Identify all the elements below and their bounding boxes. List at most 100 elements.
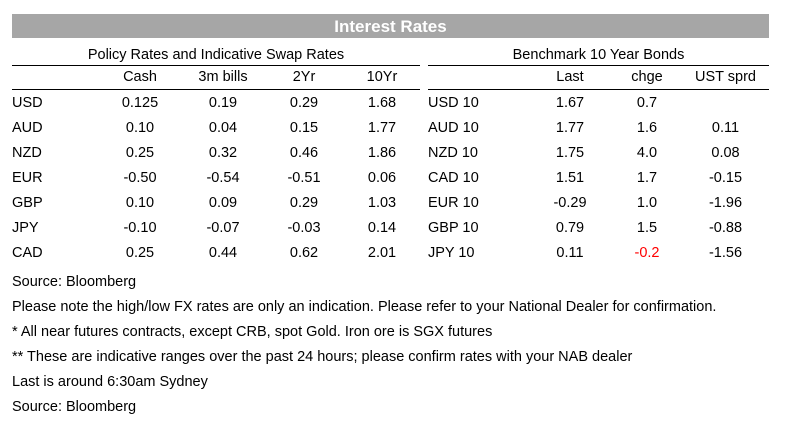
2yr-swap-rate: -0.03 [287,219,321,236]
fx-disclaimer-note: Please note the high/low FX rates are on… [12,299,717,315]
ust-spread: -1.56 [708,244,743,261]
bond-last: -0.29 [553,194,587,211]
futures-note: * All near futures contracts, except CRB… [12,324,493,340]
bond-change: 1.6 [636,119,658,136]
ust-spread: -0.88 [708,219,743,236]
table-row: GBP 10 0.79 1.5 -0.88 [428,215,769,240]
table-row: JPY 10 0.11 -0.2 -1.56 [428,240,769,265]
3m-bills-rate: 0.19 [208,94,238,111]
ranges-note: ** These are indicative ranges over the … [12,349,633,365]
table-row: EUR 10 -0.29 1.0 -1.96 [428,190,769,215]
bond-change: 4.0 [636,144,658,161]
currency-label: JPY [12,219,39,236]
table-row: USD 10 1.67 0.7 [428,90,769,116]
table-row: AUD 10 1.77 1.6 0.11 [428,115,769,140]
bond-label: JPY 10 [428,244,475,261]
bond-label: CAD 10 [428,169,479,186]
2yr-swap-rate: 0.46 [289,144,319,161]
policy-rates-header-row: Cash 3m bills 2Yr 10Yr [12,66,420,90]
column-header-ust-sprd: UST sprd [695,69,756,85]
benchmark-bonds-table: Last chge UST sprd USD 10 1.67 0.7 AUD 10 1… [428,66,769,265]
cash-rate: -0.50 [123,169,157,186]
3m-bills-rate: 0.09 [208,194,238,211]
bond-change: 1.7 [636,169,658,186]
column-header-bond [428,66,528,90]
ust-spread: -0.15 [708,169,743,186]
10yr-swap-rate: 2.01 [367,244,397,261]
bond-last: 0.11 [556,244,584,261]
bond-label: NZD 10 [428,144,478,161]
column-header-chge: chge [631,69,663,85]
table-row: CAD 10 1.51 1.7 -0.15 [428,165,769,190]
page-title: Interest Rates [12,14,769,38]
currency-label: AUD [12,119,43,136]
ust-spread [682,90,769,116]
cash-rate: 0.125 [121,94,159,111]
bond-last: 0.79 [555,219,585,236]
ust-spread: 0.11 [711,119,740,136]
column-header-currency [12,66,98,90]
policy-rates-table: Cash 3m bills 2Yr 10Yr USD 0.125 0.19 0.29 1… [12,66,420,265]
currency-label: EUR [12,169,43,186]
cash-rate: 0.25 [125,244,155,261]
bond-label: GBP 10 [428,219,479,236]
bond-change: 1.5 [636,219,658,236]
table-row: JPY -0.10 -0.07 -0.03 0.14 [12,215,420,240]
bond-last: 1.77 [555,119,585,136]
2yr-swap-rate: 0.29 [289,194,319,211]
bond-last: 1.75 [555,144,585,161]
benchmark-bonds-heading: Benchmark 10 Year Bonds [428,45,769,66]
cash-rate: 0.10 [125,119,155,136]
bond-last: 1.51 [555,169,585,186]
currency-label: CAD [12,244,43,261]
benchmark-bonds-header-row: Last chge UST sprd [428,66,769,90]
3m-bills-rate: -0.07 [206,219,240,236]
2yr-swap-rate: -0.51 [287,169,321,186]
column-header-cash: Cash [123,69,157,85]
3m-bills-rate: 0.32 [208,144,238,161]
10yr-swap-rate: 1.68 [367,94,397,111]
bond-label: AUD 10 [428,119,479,136]
3m-bills-rate: 0.04 [208,119,238,136]
bond-change: 0.7 [636,94,658,111]
10yr-swap-rate: 1.86 [367,144,397,161]
column-header-10yr: 10Yr [366,69,398,85]
timing-note: Last is around 6:30am Sydney [12,374,208,390]
3m-bills-rate: 0.44 [208,244,238,261]
10yr-swap-rate: 0.14 [367,219,397,236]
bond-label: EUR 10 [428,194,479,211]
3m-bills-rate: -0.54 [206,169,240,186]
2yr-swap-rate: 0.62 [289,244,319,261]
bond-last: 1.67 [555,94,585,111]
table-row: NZD 0.25 0.32 0.46 1.86 [12,140,420,165]
ust-spread: 0.08 [711,144,740,161]
table-row: USD 0.125 0.19 0.29 1.68 [12,90,420,116]
2yr-swap-rate: 0.15 [289,119,319,136]
column-header-last: Last [556,69,584,85]
benchmark-bonds-panel: Benchmark 10 Year Bonds Last chge UST sp… [428,45,769,265]
table-row: AUD 0.10 0.04 0.15 1.77 [12,115,420,140]
cash-rate: -0.10 [123,219,157,236]
source-note: Source: Bloomberg [12,399,137,415]
table-row: NZD 10 1.75 4.0 0.08 [428,140,769,165]
table-row: CAD 0.25 0.44 0.62 2.01 [12,240,420,265]
currency-label: NZD [12,144,42,161]
ust-spread: -1.96 [708,194,743,211]
policy-rates-panel: Policy Rates and Indicative Swap Rates C… [12,45,420,265]
policy-rates-heading: Policy Rates and Indicative Swap Rates [12,45,420,66]
column-header-3m-bills: 3m bills [198,69,248,85]
footnotes: Source: Bloomberg Please note the high/l… [12,270,782,420]
currency-label: GBP [12,194,43,211]
bond-change: -0.2 [634,244,660,261]
source-note: Source: Bloomberg [12,274,137,290]
column-header-2yr: 2Yr [292,69,316,85]
cash-rate: 0.10 [125,194,155,211]
10yr-swap-rate: 1.77 [367,119,397,136]
table-row: GBP 0.10 0.09 0.29 1.03 [12,190,420,215]
cash-rate: 0.25 [125,144,155,161]
bond-change: 1.0 [636,194,658,211]
table-row: EUR -0.50 -0.54 -0.51 0.06 [12,165,420,190]
bond-label: USD 10 [428,94,479,111]
10yr-swap-rate: 1.03 [367,194,397,211]
currency-label: USD [12,94,43,111]
